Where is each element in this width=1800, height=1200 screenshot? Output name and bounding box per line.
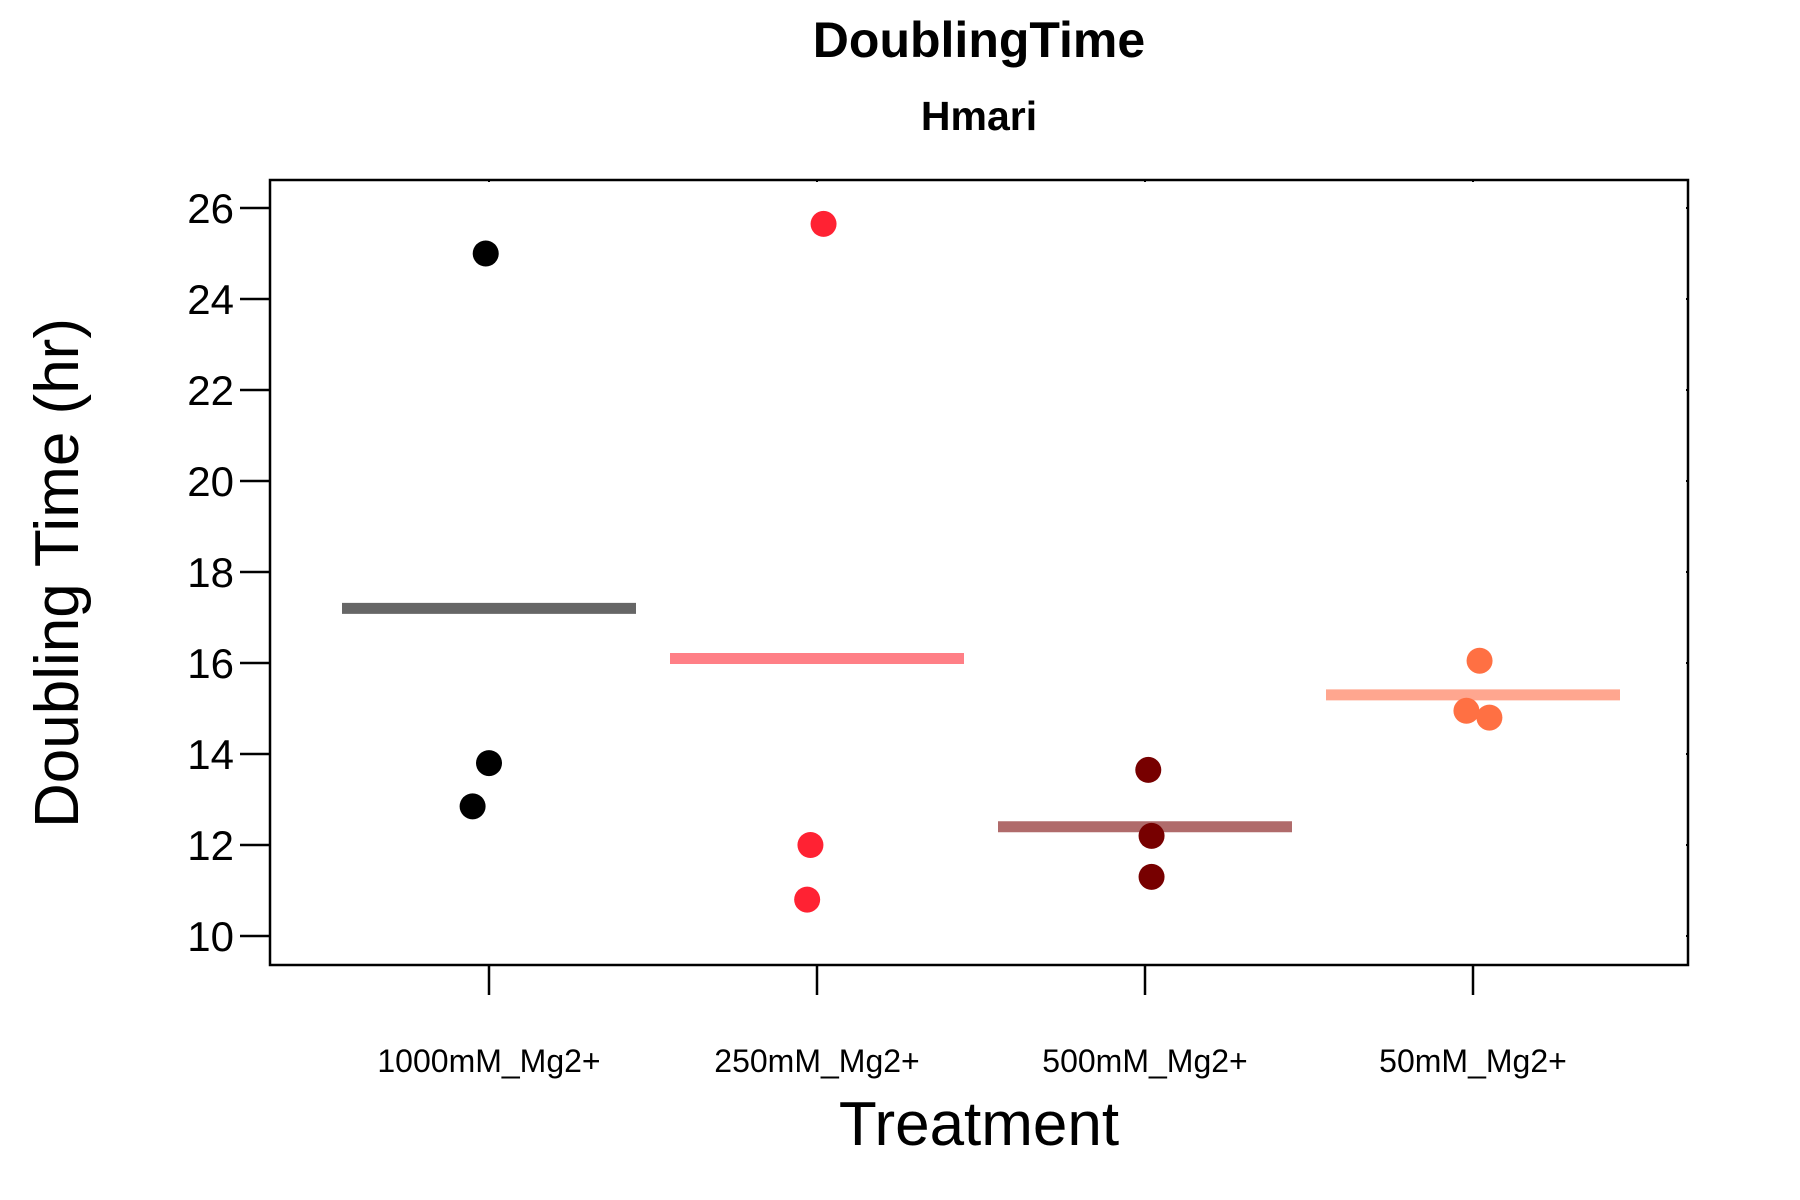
data-point-4-3	[1466, 647, 1493, 674]
x-tick-label-3: 500mM_Mg2+	[1042, 1043, 1247, 1079]
x-tick-label-1: 1000mM_Mg2+	[377, 1043, 600, 1079]
y-tick-label-18: 18	[187, 549, 234, 596]
data-point-4-2	[1453, 697, 1480, 724]
mean-bars	[342, 602, 1620, 833]
data-point-3-1	[1138, 863, 1165, 890]
data-point-3-2	[1138, 822, 1165, 849]
data-point-1-1	[459, 793, 486, 820]
y-tick-label-10: 10	[187, 913, 234, 960]
y-tick-label-16: 16	[187, 640, 234, 687]
x-tick-label-4: 50mM_Mg2+	[1379, 1043, 1567, 1079]
y-tick-label-26: 26	[187, 185, 234, 232]
x-axis-title: Treatment	[839, 1090, 1119, 1159]
y-tick-label-24: 24	[187, 276, 234, 323]
data-point-2-1	[794, 886, 821, 913]
data-point-1-3	[472, 240, 499, 267]
y-tick-label-14: 14	[187, 731, 234, 778]
x-axis: 1000mM_Mg2+ 250mM_Mg2+ 500mM_Mg2+ 50mM_Mg2+	[377, 180, 1567, 1079]
data-point-2-3	[810, 210, 837, 237]
y-axis-title: Doubling Time (hr)	[23, 318, 92, 828]
data-points	[459, 210, 1503, 913]
y-axis: 10 12 14 16 18 20 22 24 26	[187, 185, 1688, 960]
y-tick-label-22: 22	[187, 367, 234, 414]
chart-title: DoublingTime	[813, 12, 1145, 68]
x-tick-label-2: 250mM_Mg2+	[714, 1043, 919, 1079]
data-point-3-3	[1135, 756, 1162, 783]
y-tick-label-12: 12	[187, 822, 234, 869]
data-point-1-2	[476, 750, 502, 777]
plot-frame	[268, 178, 1690, 967]
y-tick-label-20: 20	[187, 458, 234, 505]
chart-subtitle: Hmari	[921, 93, 1037, 139]
data-point-2-2	[797, 832, 824, 858]
data-point-4-1	[1476, 704, 1503, 731]
